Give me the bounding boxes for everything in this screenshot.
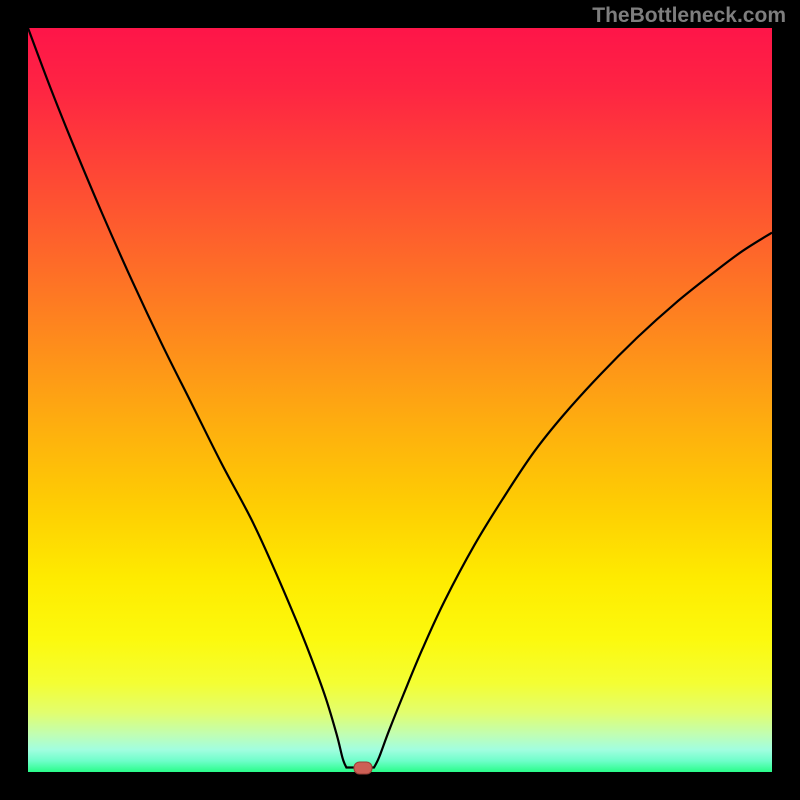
watermark-label: TheBottleneck.com bbox=[592, 4, 786, 28]
chart-container: TheBottleneck.com bbox=[0, 0, 800, 800]
gradient-background bbox=[28, 28, 772, 772]
plot-area bbox=[28, 28, 772, 772]
optimum-marker bbox=[353, 761, 372, 774]
